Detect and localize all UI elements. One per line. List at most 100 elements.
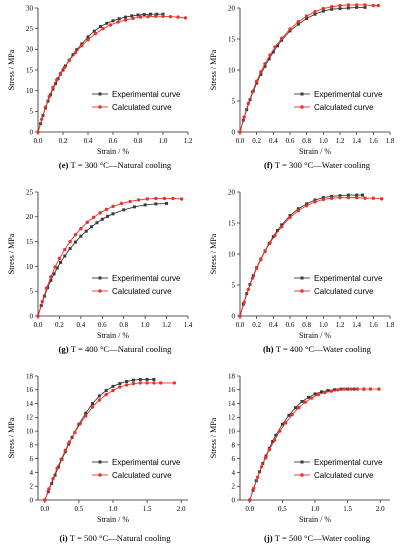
calculated-data-point (36, 314, 40, 318)
calculated-data-point (376, 3, 381, 8)
experimental-data-point (313, 198, 317, 202)
experimental-data-point (117, 17, 121, 21)
calculated-data-point (255, 475, 260, 479)
x-tick-label: 2.0 (177, 505, 186, 513)
experimental-data-point (300, 399, 304, 403)
calculated-series-line (239, 197, 382, 317)
calculated-data-point (40, 299, 44, 304)
x-tick-label: 1.2 (336, 321, 345, 329)
experimental-data-point (280, 223, 284, 227)
experimental-series-line (44, 378, 154, 501)
y-tick-label: 0 (30, 496, 34, 504)
x-axis-label: Strain / % (299, 147, 331, 156)
y-tick-label: 18 (26, 372, 34, 380)
calculated-data-point (63, 247, 67, 252)
calculated-data-point (251, 486, 256, 490)
experimental-legend-label: Experimental curve (314, 274, 383, 283)
panel-caption: (g) T = 400 °C—Natural cooling (59, 344, 173, 354)
calculated-data-point (131, 381, 136, 386)
experimental-legend-label: Experimental curve (112, 458, 181, 467)
panel-caption-label: (i) (60, 533, 70, 543)
calculated-data-point (248, 498, 252, 502)
experimental-data-point (143, 203, 147, 207)
experimental-data-point (92, 29, 96, 33)
experimental-data-point (97, 394, 101, 398)
calculated-data-point (73, 232, 78, 237)
y-axis-label: Stress / MPa (7, 417, 16, 458)
experimental-legend-marker (300, 92, 304, 96)
x-tick-label: 0.8 (302, 321, 311, 329)
y-tick-label: 0 (232, 496, 236, 504)
calculated-data-point (338, 195, 342, 200)
calculated-data-point (80, 43, 84, 48)
calculated-data-point (263, 456, 268, 460)
calculated-data-point (47, 487, 51, 491)
experimental-data-point (165, 201, 169, 205)
calculated-data-point (316, 392, 320, 397)
experimental-data-point (288, 29, 292, 33)
calculated-data-point (49, 275, 53, 279)
calculated-data-point (68, 239, 72, 244)
calculated-data-point (346, 3, 351, 7)
calculated-data-point (131, 16, 135, 21)
calculated-data-point (323, 390, 327, 395)
calculated-data-point (183, 16, 188, 20)
experimental-data-point (259, 72, 263, 76)
calculated-data-point (268, 53, 272, 57)
experimental-data-point (90, 225, 94, 229)
calculated-data-point (84, 414, 88, 418)
calculated-data-point (329, 5, 334, 9)
experimental-data-point (49, 93, 52, 97)
experimental-data-point (136, 13, 140, 17)
calculated-data-point (55, 466, 59, 471)
x-tick-label: 0.4 (84, 137, 93, 145)
experimental-data-point (132, 205, 136, 209)
experimental-data-point (111, 384, 115, 388)
x-tick-label: 0.0 (245, 505, 254, 513)
calculated-data-point (313, 200, 317, 204)
x-axis-label: Strain / % (299, 515, 331, 524)
calculated-data-point (86, 38, 90, 42)
calculated-data-point (123, 18, 128, 22)
panel-caption-label: (j) (264, 533, 275, 543)
calculated-data-point (51, 476, 55, 481)
calculated-data-point (346, 195, 351, 200)
calculated-data-point (310, 396, 314, 400)
x-tick-label: 0.0 (34, 137, 43, 145)
panel-caption-label: (e) (59, 160, 71, 170)
calculated-data-point (159, 381, 163, 385)
x-tick-label: 1.0 (319, 137, 328, 145)
calculated-data-point (246, 287, 251, 292)
experimental-legend-marker (98, 92, 102, 96)
panel-caption-label: (h) (263, 344, 276, 354)
panel-caption-text: T = 300 °C—Natural cooling (70, 160, 171, 170)
experimental-data-point (155, 12, 159, 16)
calculated-data-point (73, 430, 77, 435)
calculated-legend-marker (300, 289, 304, 293)
experimental-legend-label: Experimental curve (314, 90, 383, 99)
calculated-data-point (108, 23, 113, 27)
y-tick-label: 5 (232, 97, 236, 105)
x-tick-label: 0.6 (98, 321, 107, 329)
calculated-data-point (321, 6, 326, 11)
experimental-data-point (50, 481, 54, 485)
calculated-data-point (342, 387, 347, 391)
calculated-data-point (73, 50, 78, 55)
experimental-data-point (138, 377, 142, 381)
experimental-data-point (56, 77, 60, 81)
calculated-series-line (44, 382, 175, 501)
experimental-data-point (86, 35, 90, 39)
experimental-data-point (95, 221, 99, 225)
experimental-data-point (330, 194, 334, 198)
calculated-data-point (138, 381, 142, 385)
calculated-data-point (296, 19, 301, 24)
x-tick-label: 0.4 (269, 321, 278, 329)
calculated-data-point (259, 465, 264, 469)
calculated-data-point (329, 196, 334, 200)
calculated-data-point (62, 65, 66, 70)
calculated-data-point (162, 196, 167, 201)
experimental-data-point (338, 194, 342, 198)
calculated-data-point (304, 14, 309, 18)
calculated-data-point (111, 204, 115, 209)
